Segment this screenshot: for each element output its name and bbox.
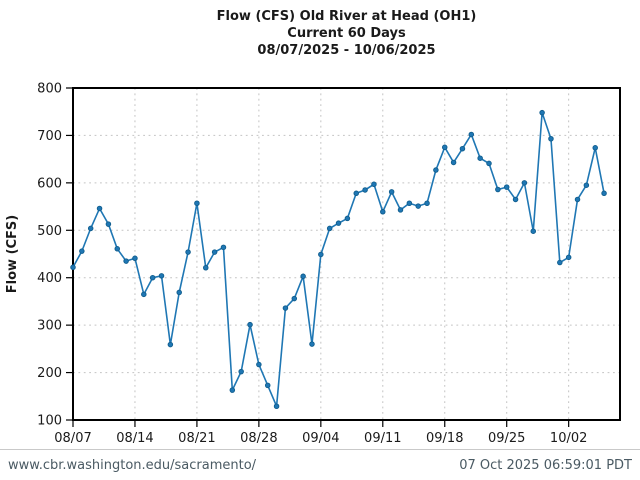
chart-title: Flow (CFS) Old River at Head (OH1): [216, 9, 477, 24]
footer-timestamp: 07 Oct 2025 06:59:01 PDT: [459, 457, 632, 473]
data-point: [300, 273, 306, 280]
plot-border: [72, 87, 621, 421]
chart-subtitle: Current 60 Days: [287, 26, 406, 41]
y-tick-label: 100: [37, 414, 62, 429]
y-tick-label: 800: [37, 82, 62, 97]
axis-ticks: [66, 87, 570, 427]
data-point: [203, 265, 209, 271]
data-point: [105, 221, 112, 227]
x-tick-label: 09/04: [302, 431, 339, 446]
data-point: [592, 145, 598, 151]
y-tick-label: 400: [37, 271, 62, 286]
data-point: [450, 159, 457, 166]
data-point: [220, 244, 227, 251]
footer-url: www.cbr.washington.edu/sacramento/: [8, 457, 257, 473]
gridlines: [73, 88, 620, 420]
data-point: [149, 274, 156, 281]
data-point: [158, 273, 165, 279]
data-point: [309, 341, 315, 347]
data-point: [132, 255, 138, 262]
data-point: [247, 321, 253, 328]
data-point: [238, 368, 244, 375]
data-point: [397, 207, 404, 213]
x-tick-label: 09/25: [488, 431, 525, 446]
data-point: [521, 180, 528, 186]
data-point: [530, 228, 537, 234]
chart-title-block: Flow (CFS) Old River at Head (OH1) Curre…: [73, 8, 620, 59]
data-point: [512, 196, 519, 203]
y-axis-labels: 100 200 300 400 500 600 700 800: [37, 82, 62, 429]
data-point: [406, 200, 413, 207]
chart-date-range: 08/07/2025 - 10/06/2025: [257, 43, 436, 58]
data-point: [548, 135, 554, 142]
x-tick-label: 09/18: [426, 431, 463, 446]
data-point: [601, 190, 607, 197]
data-point: [87, 225, 94, 232]
x-tick-label: 08/21: [178, 431, 215, 446]
data-point: [539, 109, 545, 116]
data-point: [229, 387, 236, 393]
data-point: [565, 254, 572, 261]
data-point: [574, 196, 581, 203]
data-point: [282, 305, 289, 311]
data-point: [415, 203, 421, 209]
x-tick-label: 08/14: [116, 431, 153, 446]
data-point: [388, 189, 395, 195]
data-point: [185, 249, 191, 255]
data-point: [123, 258, 129, 264]
data-point: [335, 220, 342, 226]
data-point: [433, 167, 439, 173]
data-point: [141, 291, 147, 298]
y-tick-label: 300: [37, 319, 62, 334]
data-point: [264, 382, 271, 389]
data-point: [583, 182, 590, 188]
data-point: [256, 361, 262, 368]
x-tick-label: 10/02: [550, 431, 587, 446]
footer-bar: www.cbr.washington.edu/sacramento/ 07 Oc…: [0, 449, 640, 480]
data-point: [459, 145, 466, 152]
data-point: [477, 155, 483, 161]
data-point: [211, 249, 218, 255]
data-point: [424, 200, 430, 207]
data-point: [380, 209, 386, 215]
data-point: [344, 215, 351, 222]
data-point: [495, 186, 501, 193]
y-tick-label: 200: [37, 366, 62, 381]
data-point: [194, 200, 200, 207]
data-point: [96, 205, 103, 212]
data-point: [441, 144, 448, 151]
data-point: [114, 246, 121, 252]
x-axis-labels: 08/07 08/14 08/21 08/28 09/04 09/11 09/18 09/25…: [54, 431, 587, 446]
x-tick-label: 08/07: [54, 431, 91, 446]
data-points: [70, 109, 607, 409]
data-point: [176, 289, 182, 296]
data-point: [273, 403, 280, 409]
y-tick-label: 500: [37, 224, 62, 239]
data-point: [353, 190, 359, 197]
y-axis-title: Flow (CFS): [5, 215, 20, 293]
y-tick-label: 600: [37, 176, 62, 191]
data-point: [557, 259, 563, 266]
x-tick-label: 09/11: [364, 431, 401, 446]
data-point: [371, 181, 377, 188]
y-tick-label: 700: [37, 129, 62, 144]
data-point: [70, 264, 76, 271]
data-point: [318, 251, 324, 258]
data-point: [468, 131, 475, 138]
data-point: [326, 225, 333, 232]
flow-series-line: [72, 112, 605, 407]
x-tick-label: 08/28: [240, 431, 277, 446]
data-point: [362, 187, 368, 193]
data-point: [486, 160, 492, 167]
data-point: [167, 341, 174, 348]
data-point: [291, 295, 298, 302]
data-point: [79, 248, 85, 254]
data-point: [503, 184, 510, 190]
